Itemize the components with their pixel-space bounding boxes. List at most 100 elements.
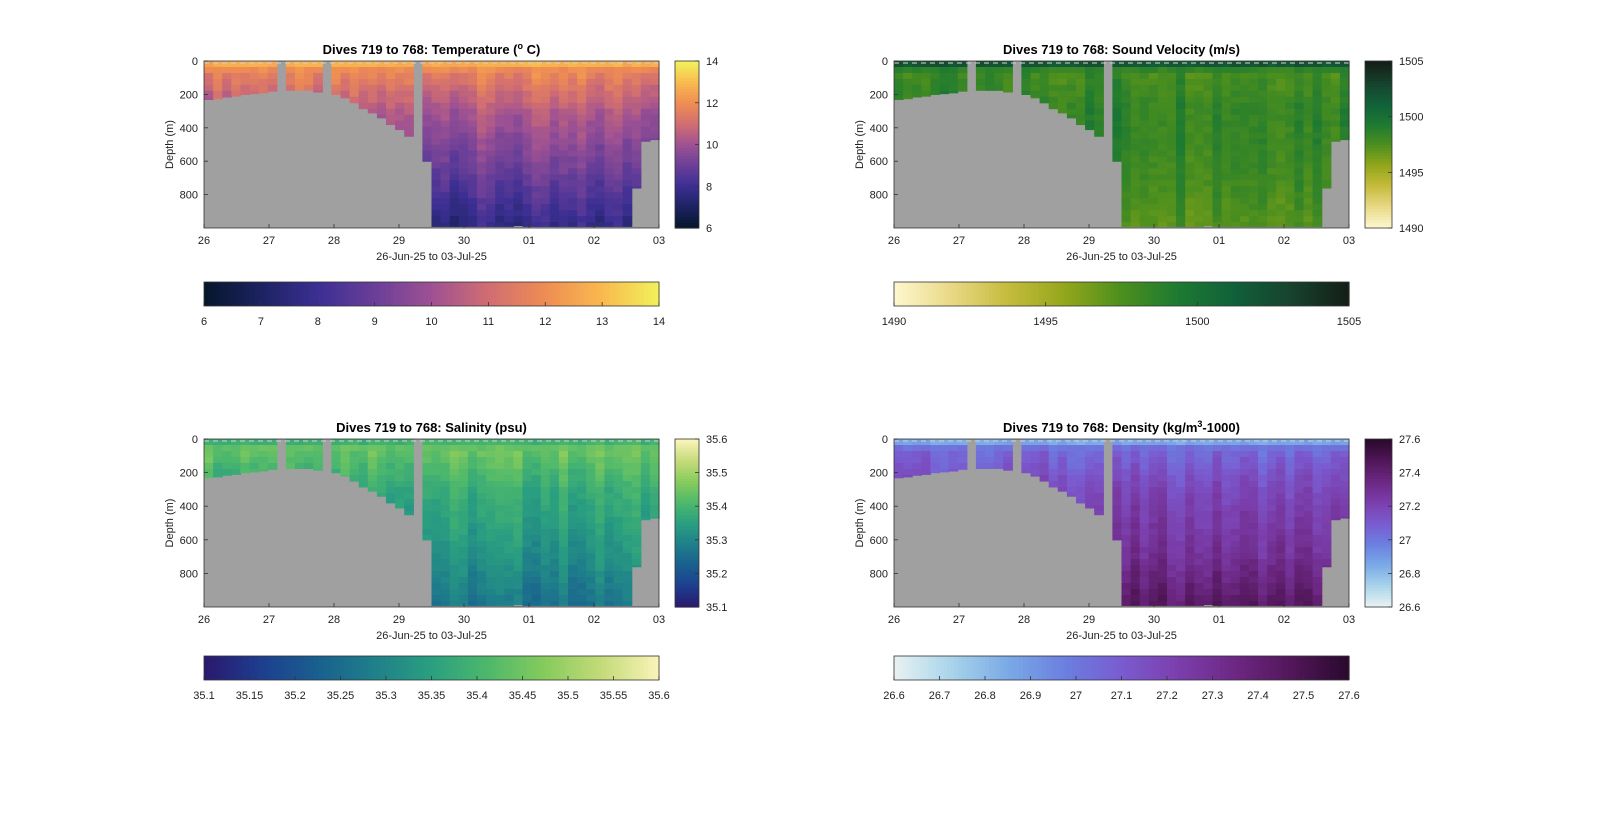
heatmap-cell xyxy=(613,541,624,548)
heatmap-cell xyxy=(1248,511,1259,518)
heatmap-cell xyxy=(1167,595,1177,602)
heatmap-cell xyxy=(1039,451,1050,458)
heatmap-cell xyxy=(513,547,524,554)
heatmap-cell xyxy=(631,529,642,536)
heatmap-cell xyxy=(586,571,596,578)
heatmap-cell xyxy=(1157,547,1168,554)
heatmap-cell xyxy=(486,589,496,596)
heatmap-cell xyxy=(558,493,569,500)
heatmap-cell xyxy=(458,168,469,175)
heatmap-cell xyxy=(1148,517,1159,524)
heatmap-cell xyxy=(331,84,342,92)
heatmap-cell xyxy=(1285,583,1295,590)
heatmap-cell xyxy=(1148,499,1159,506)
heatmap-cell xyxy=(386,108,396,116)
heatmap-cell xyxy=(1066,457,1077,464)
heatmap-cell xyxy=(231,469,241,475)
heatmap-cell xyxy=(486,90,496,98)
heatmap-cell xyxy=(549,595,560,602)
heatmap-cell xyxy=(477,222,487,227)
heatmap-cell xyxy=(595,120,605,128)
heatmap-cell xyxy=(1094,108,1104,116)
heatmap-cell xyxy=(568,565,578,572)
heatmap-cell xyxy=(1167,529,1177,536)
heatmap-cell xyxy=(213,463,223,470)
heatmap-cell xyxy=(1148,132,1159,140)
heatmap-cell xyxy=(1239,180,1250,187)
colorbar-swatch xyxy=(1269,656,1274,680)
heatmap-cell xyxy=(1130,481,1141,488)
y-tick-label: 200 xyxy=(180,89,198,101)
heatmap-cell xyxy=(1294,493,1305,500)
heatmap-cell xyxy=(1085,487,1095,494)
heatmap-cell xyxy=(1294,186,1305,193)
heatmap-cell xyxy=(595,595,605,602)
colorbar-swatch xyxy=(675,202,699,207)
colorbar-swatch xyxy=(675,225,699,229)
colorbar-swatch xyxy=(374,282,380,306)
heatmap-cell xyxy=(504,439,514,446)
heatmap-cell xyxy=(1112,66,1123,74)
heatmap-cell xyxy=(1267,156,1277,163)
heatmap-cell xyxy=(249,451,260,458)
heatmap-cell xyxy=(504,180,514,187)
heatmap-cell xyxy=(1148,547,1159,554)
heatmap-cell xyxy=(1312,529,1323,536)
heatmap-cell xyxy=(1312,511,1323,518)
colorbar-swatch xyxy=(675,163,699,168)
heatmap-cell xyxy=(1258,565,1268,572)
colorbar-swatch xyxy=(675,478,699,482)
heatmap-cell xyxy=(1139,114,1150,122)
heatmap-cell xyxy=(504,204,514,211)
heatmap-cell xyxy=(1139,583,1150,590)
heatmap-cell xyxy=(631,559,642,566)
heatmap-cell xyxy=(1148,192,1159,199)
heatmap-cell xyxy=(486,463,496,470)
heatmap-cell xyxy=(449,481,460,488)
heatmap-cell xyxy=(504,192,514,199)
heatmap-cell xyxy=(1239,499,1250,506)
heatmap-cell xyxy=(1185,499,1195,506)
y-tick-label: 0 xyxy=(192,56,198,68)
heatmap-cell xyxy=(1312,78,1323,86)
heatmap-cell xyxy=(649,114,660,122)
colorbar-swatch xyxy=(675,99,699,104)
heatmap-cell xyxy=(1330,481,1341,488)
heatmap-cell xyxy=(604,529,615,536)
heatmap-cell xyxy=(1321,463,1332,470)
heatmap-cell xyxy=(1157,529,1168,536)
heatmap-cell xyxy=(1185,150,1195,158)
colorbar-swatch xyxy=(1365,556,1392,560)
heatmap-cell xyxy=(1239,595,1250,602)
heatmap-cell xyxy=(1112,96,1123,104)
heatmap-cell xyxy=(1239,565,1250,572)
colorbar-swatch xyxy=(1280,282,1286,306)
heatmap-cell xyxy=(1085,90,1095,98)
heatmap-cell xyxy=(449,210,460,217)
heatmap-cell xyxy=(1021,451,1032,458)
colorbar-swatch xyxy=(1365,472,1392,476)
heatmap-cell xyxy=(613,571,624,578)
colorbar-swatch xyxy=(675,497,699,502)
heatmap-cell xyxy=(957,84,968,92)
heatmap-cell xyxy=(1267,553,1277,560)
heatmap-cell xyxy=(467,192,478,199)
heatmap-cell xyxy=(894,90,904,98)
colorbar-swatch xyxy=(1170,656,1176,680)
heatmap-cell xyxy=(1112,156,1123,162)
heatmap-cell xyxy=(504,210,514,217)
heatmap-cell xyxy=(513,499,524,506)
colorbar-swatch xyxy=(973,282,979,306)
heatmap-cell xyxy=(376,493,387,497)
heatmap-cell xyxy=(558,571,569,578)
heatmap-cell xyxy=(495,601,505,606)
heatmap-cell xyxy=(577,114,587,122)
x-tick-label: 30 xyxy=(1148,614,1160,626)
heatmap-cell xyxy=(622,595,633,602)
heatmap-cell xyxy=(404,451,414,458)
heatmap-cell xyxy=(467,595,478,602)
heatmap-cell xyxy=(948,451,959,458)
x-tick-label: 26 xyxy=(888,235,900,247)
heatmap-cell xyxy=(903,439,913,446)
colorbar-swatch xyxy=(981,656,986,680)
